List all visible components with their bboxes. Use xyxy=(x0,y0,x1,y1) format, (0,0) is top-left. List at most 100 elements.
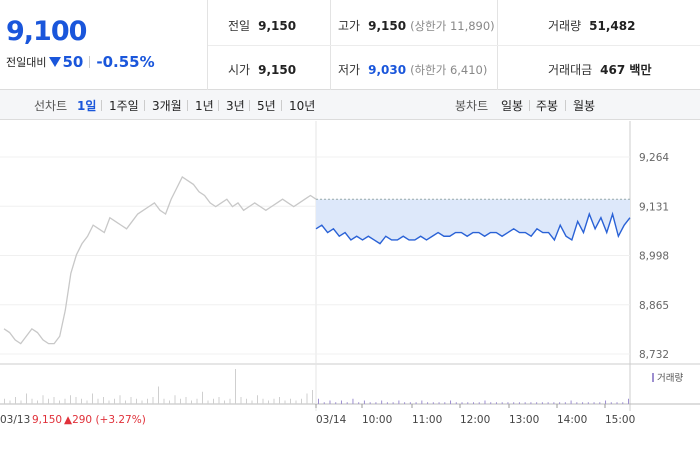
stat-lower-limit: (하한가 6,410) xyxy=(410,63,488,77)
divider xyxy=(218,100,219,111)
tab-weekly-candle[interactable]: 주봉 xyxy=(536,99,559,113)
volume-bar xyxy=(386,402,388,404)
volume-bar xyxy=(213,398,214,404)
down-triangle-icon xyxy=(49,57,62,67)
candle-chart-label: 봉차트 xyxy=(455,99,489,113)
volume-bar xyxy=(484,400,486,404)
quote-header: 9,100 전일대비 50 -0.55% 전일 9,150 고가 9,150 (상한가… xyxy=(0,0,700,90)
volume-bar xyxy=(513,402,515,404)
volume-bar xyxy=(15,397,16,404)
volume-bar xyxy=(163,398,165,404)
chart-period-tabs: 선차트 1일 1주일 3개월 1년 3년 5년 10년 봉차트 일봉 주봉 월봉 xyxy=(0,90,700,120)
tab-monthly-candle[interactable]: 월봉 xyxy=(573,99,596,113)
price-chart: 9,264 9,131 8,998 8,865 8,732 거래량 03/14 10:00 11… xyxy=(0,121,700,450)
volume-bar xyxy=(576,402,578,404)
prev-day-close: 9,150 xyxy=(32,414,62,426)
change-row: 전일대비 50 -0.55% xyxy=(6,53,155,71)
stat-label: 고가 xyxy=(338,19,361,33)
tab-1-week[interactable]: 1주일 xyxy=(109,99,139,113)
volume-bar xyxy=(605,400,607,404)
volume-bar xyxy=(114,398,115,404)
tab-1-year[interactable]: 1년 xyxy=(195,99,214,113)
volume-bar xyxy=(346,402,348,404)
price-box: 9,100 전일대비 50 -0.55% xyxy=(0,0,208,90)
change-percent: -0.55% xyxy=(96,53,155,71)
volume-bar xyxy=(541,402,543,404)
stat-open: 시가 9,150 xyxy=(228,61,296,78)
tab-1-day[interactable]: 1일 xyxy=(77,99,97,113)
volume-bar xyxy=(415,402,417,404)
stat-value: 467 백만 xyxy=(600,63,652,77)
volume-bar xyxy=(335,402,337,404)
volume-bar xyxy=(180,398,181,404)
volume-bar xyxy=(329,400,331,404)
stat-label: 전일 xyxy=(228,19,251,33)
volume-bar xyxy=(284,400,286,404)
volume-bar xyxy=(75,397,77,404)
stat-value: 51,482 xyxy=(589,19,636,33)
today-price-line xyxy=(315,211,631,245)
volume-bar xyxy=(290,398,291,404)
stat-volume: 거래량 51,482 xyxy=(548,17,635,34)
volume-bar xyxy=(495,402,497,404)
prev-day-date: 03/13 xyxy=(0,414,30,426)
x-tick-label: 11:00 xyxy=(412,414,442,426)
volume-bar xyxy=(369,402,371,404)
y-tick-label: 8,998 xyxy=(639,251,669,263)
volume-bar xyxy=(20,400,22,404)
tab-10-years[interactable]: 10년 xyxy=(289,99,316,113)
volume-bar xyxy=(450,400,452,404)
volume-bar xyxy=(559,402,561,404)
volume-legend-swatch xyxy=(652,373,654,382)
volume-bar xyxy=(273,398,275,404)
stat-value: 9,150 xyxy=(368,19,407,33)
stat-prev-close: 전일 9,150 xyxy=(228,17,296,34)
volume-bar xyxy=(587,402,589,404)
divider xyxy=(144,100,145,111)
volume-bar xyxy=(312,390,313,404)
volume-bar xyxy=(158,386,159,404)
volume-bar xyxy=(432,402,434,404)
tab-3-years[interactable]: 3년 xyxy=(226,99,245,113)
volume-bar xyxy=(467,402,469,404)
volume-bar xyxy=(152,397,154,404)
volume-bar xyxy=(301,398,302,404)
tab-5-years[interactable]: 5년 xyxy=(257,99,276,113)
volume-bar xyxy=(501,402,503,404)
x-tick-label: 14:00 xyxy=(557,414,587,426)
volume-bar xyxy=(185,397,187,404)
divider xyxy=(101,100,102,111)
volume-bar xyxy=(593,402,595,404)
volume-bar xyxy=(536,402,538,404)
tab-3-months[interactable]: 3개월 xyxy=(152,99,182,113)
volume-bar xyxy=(524,402,526,404)
volume-bar xyxy=(352,398,354,404)
line-chart-label: 선차트 xyxy=(34,99,68,113)
volume-bar xyxy=(461,402,463,404)
volume-bar xyxy=(240,397,242,404)
stat-low: 저가 9,030 (하한가 6,410) xyxy=(338,61,487,78)
tab-daily-candle[interactable]: 일봉 xyxy=(501,99,524,113)
volume-bar xyxy=(174,395,176,404)
y-tick-label: 8,732 xyxy=(639,349,669,361)
volume-bar xyxy=(218,397,220,404)
volume-bar xyxy=(323,402,325,404)
volume-bar xyxy=(473,402,474,404)
volume-bar xyxy=(108,400,110,404)
volume-bar xyxy=(53,397,55,404)
volume-bar xyxy=(358,402,360,404)
stat-trade-value: 거래대금 467 백만 xyxy=(548,61,651,78)
price-chart-svg: 9,264 9,131 8,998 8,865 8,732 거래량 03/14 10:00 11… xyxy=(0,121,700,426)
volume-bar xyxy=(628,398,629,404)
divider xyxy=(187,100,188,111)
volume-bar xyxy=(48,398,49,404)
volume-bar xyxy=(518,402,520,404)
volume-bar xyxy=(103,397,104,404)
volume-bar xyxy=(530,402,532,404)
volume-bar xyxy=(92,393,93,404)
divider xyxy=(565,100,566,111)
volume-bar xyxy=(262,398,264,404)
volume-bar xyxy=(136,398,137,404)
volume-bar xyxy=(229,398,231,404)
volume-bar xyxy=(564,402,566,404)
